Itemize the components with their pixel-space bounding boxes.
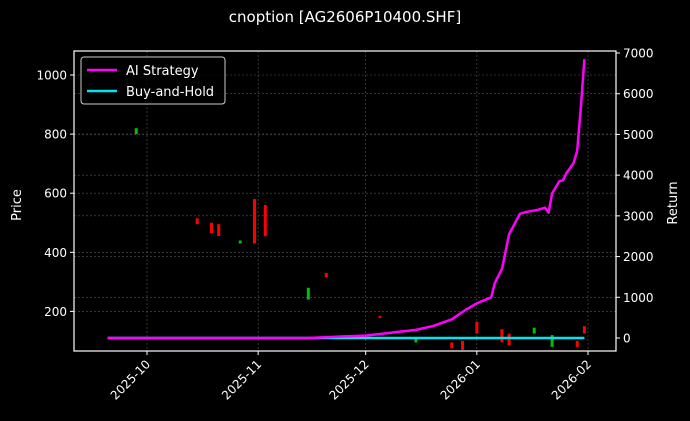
candle [195,218,199,225]
chart-title: cnoption [AG2606P10400.SHF] [228,8,462,26]
candle [217,224,221,237]
candlestick-series [134,128,586,350]
candle [378,315,382,318]
candle [253,199,257,244]
candle [306,287,310,300]
x-tick-label: 2025-12 [326,357,371,402]
candle [532,327,536,334]
right-tick-label: 1000 [623,291,654,305]
plot-frame [73,50,617,352]
candle [461,340,465,350]
candle [263,205,267,237]
candle [475,321,479,334]
candle [238,240,242,244]
candle [134,128,138,135]
left-axis-label: Price [10,189,25,221]
right-tick-label: 7000 [623,47,654,61]
left-tick-label: 200 [44,305,67,319]
right-axis-label: Return [666,181,681,224]
right-tick-label: 3000 [623,209,654,223]
candle [500,329,504,343]
left-tick-label: 1000 [36,69,67,83]
right-tick-label: 2000 [623,250,654,264]
ai-strategy-line [107,59,586,340]
right-tick-label: 4000 [623,169,654,183]
right-tick-label: 0 [623,332,631,346]
candle [582,326,586,334]
legend: AI Strategy Buy-and-Hold [80,56,226,105]
x-tick-label: 2026-01 [438,357,483,402]
candle [450,342,454,349]
x-tick-label: 2025-10 [108,357,153,402]
right-tick-label: 5000 [623,128,654,142]
right-y-axis: 7000 6000 5000 4000 3000 2000 1000 0 [616,47,654,346]
candle [414,337,418,343]
candle [507,333,511,346]
candle [210,222,214,234]
candle [575,340,579,347]
x-tick-label: 2025-11 [219,357,264,402]
x-tick-label: 2026-02 [549,357,594,402]
candle [550,335,554,347]
legend-buy-and-hold-label: Buy-and-Hold [126,85,214,100]
left-tick-label: 600 [44,187,67,201]
legend-ai-strategy-label: AI Strategy [126,64,199,79]
grid-lines [74,51,616,351]
left-tick-label: 800 [44,128,67,142]
right-tick-label: 6000 [623,87,654,101]
candle [324,272,328,278]
x-axis: 2025-10 2025-11 2025-12 2026-01 2026-02 [108,351,594,403]
left-y-axis: 1000 800 600 400 200 [36,69,74,319]
left-tick-label: 400 [44,246,67,260]
